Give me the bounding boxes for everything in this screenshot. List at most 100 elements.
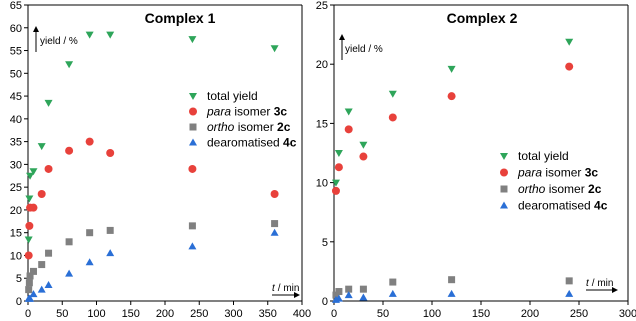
y-tick-label: 0 — [322, 296, 328, 308]
data-point-series-4 — [565, 289, 574, 297]
data-point-series-2 — [25, 221, 34, 230]
panel-complex-1: 0 50 100 150 200 250 300 350 400 0 5 10 15 20 25 30 35 40… — [10, 0, 311, 320]
y-tick-label: 5 — [322, 237, 328, 249]
y-tick-label: 40 — [10, 114, 22, 126]
data-point-series-4 — [85, 258, 94, 266]
legend-marker-3 — [189, 123, 197, 131]
data-point-series-3 — [188, 222, 196, 230]
y-tick-label: 30 — [10, 159, 22, 171]
data-point-series-3 — [26, 272, 34, 280]
x-tick-label: 100 — [423, 308, 441, 320]
x-tick-label: 350 — [259, 308, 277, 320]
y-tick-label: 20 — [316, 59, 328, 71]
data-point-series-4 — [344, 291, 353, 299]
data-point-series-2 — [85, 137, 94, 146]
x-tick-label: 150 — [472, 308, 490, 320]
x-tick-label: 250 — [570, 308, 588, 320]
x-tick-label: 0 — [25, 308, 31, 320]
y-tick-label: 65 — [10, 0, 22, 12]
y-tick-label: 50 — [10, 68, 22, 80]
y-tick-label: 25 — [316, 0, 328, 12]
panel-complex-2: 0 50 100 150 200 250 300 0 5 10 15 20 25 Complex 2 y… — [316, 0, 636, 320]
y-tick-label: 20 — [10, 205, 22, 217]
data-point-series-3 — [332, 291, 340, 299]
data-point-series-4 — [334, 294, 343, 302]
x-axis-label-text: t / min — [586, 278, 613, 289]
data-point-series-4 — [359, 293, 368, 301]
data-point-series-2 — [359, 152, 368, 161]
data-point-series-4 — [37, 285, 46, 293]
data-point-series-1 — [331, 179, 340, 187]
data-point-series-4 — [26, 294, 35, 302]
data-point-series-3 — [389, 278, 397, 286]
x-axis-label-text: t / min — [272, 283, 299, 294]
data-point-series-1 — [334, 150, 343, 157]
data-point-series-1 — [359, 141, 368, 149]
legend-label-part: dearomatised — [207, 136, 283, 150]
x-tick-label: 300 — [619, 308, 636, 320]
data-point-series-3 — [25, 279, 33, 287]
data-point-series-3 — [86, 229, 94, 237]
data-point-series-4 — [188, 242, 197, 250]
legend-label-4: dearomatised 4c — [207, 136, 297, 150]
legend-label-1: total yield — [518, 149, 569, 163]
legend-label-part: isomer — [545, 182, 588, 196]
data-point-series-2 — [188, 164, 197, 173]
x-axis-arrowhead — [294, 292, 300, 298]
data-point-series-1 — [65, 61, 74, 69]
data-point-series-2 — [37, 189, 46, 198]
legend-label-part: isomer — [231, 105, 274, 119]
data-point-series-3 — [29, 267, 37, 275]
data-point-series-4 — [29, 290, 38, 298]
data-point-series-1 — [565, 38, 574, 46]
x-axis-unit: / min — [592, 278, 614, 289]
legend-label-part: 4c — [283, 136, 297, 150]
y-tick-label: 45 — [10, 91, 22, 103]
x-axis-label: t / min — [272, 283, 300, 298]
legend-label-part: dearomatised — [518, 199, 594, 213]
legend-label-3: ortho isomer 2c — [207, 120, 291, 134]
data-point-series-3 — [106, 226, 114, 234]
data-point-series-1 — [29, 168, 38, 176]
legend-marker-3 — [500, 185, 508, 193]
data-point-series-1 — [44, 99, 53, 107]
legend-label-2: para isomer 3c — [517, 166, 598, 180]
y-tick-label: 55 — [10, 46, 22, 58]
data-point-series-3 — [271, 220, 279, 228]
legend-label-part: 2c — [588, 182, 602, 196]
data-point-series-3 — [45, 249, 53, 257]
data-point-series-3 — [335, 288, 343, 296]
data-point-series-1 — [24, 236, 33, 244]
legend-marker-4 — [500, 201, 508, 209]
data-point-series-1 — [188, 36, 197, 44]
data-point-series-4 — [106, 249, 115, 257]
y-tick-label: 5 — [16, 273, 22, 285]
legend-marker-1 — [189, 93, 197, 100]
data-point-series-2 — [344, 125, 353, 134]
legend-label-part: 4c — [594, 199, 608, 213]
tick-group: 0 50 100 150 200 250 300 0 5 10 15 20 25 — [316, 0, 636, 320]
x-tick-label: 50 — [377, 308, 389, 320]
y-tick-label: 60 — [10, 23, 22, 35]
data-point-series-3 — [38, 261, 46, 269]
y-axis-arrowhead — [339, 34, 345, 40]
x-axis-unit: / min — [278, 283, 300, 294]
x-axis-var: t — [586, 278, 590, 289]
data-point-series-1 — [344, 108, 353, 116]
x-tick-label: 0 — [331, 308, 337, 320]
x-tick-label: 150 — [122, 308, 140, 320]
x-tick-label: 200 — [521, 308, 539, 320]
x-tick-label: 200 — [156, 308, 174, 320]
data-point-series-2 — [65, 146, 74, 155]
data-point-series-2 — [44, 164, 53, 173]
data-point-series-1 — [85, 31, 94, 39]
data-point-series-1 — [25, 195, 34, 203]
data-point-series-3 — [359, 285, 367, 293]
legend-label-part: ortho — [207, 120, 235, 134]
x-tick-label: 250 — [190, 308, 208, 320]
data-point-series-4 — [65, 269, 74, 277]
legend-label-4: dearomatised 4c — [518, 199, 608, 213]
